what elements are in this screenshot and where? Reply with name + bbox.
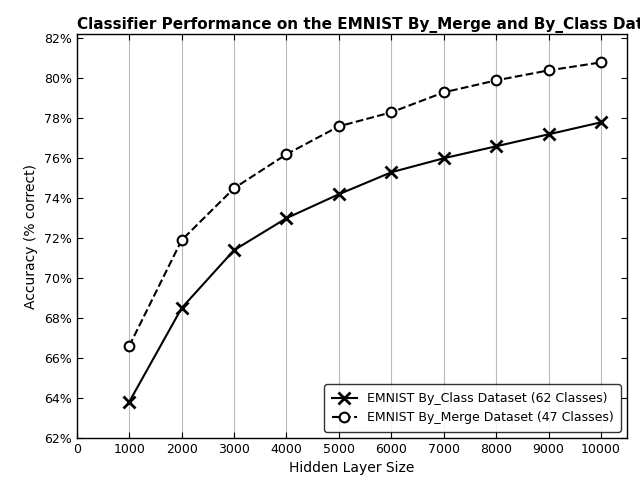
Text: Classifier Performance on the EMNIST By_Merge and By_Class Datasets: Classifier Performance on the EMNIST By_…	[77, 17, 640, 33]
EMNIST By_Class Dataset (62 Classes)	[230, 247, 238, 253]
EMNIST By_Merge Dataset (47 Classes)	[492, 77, 500, 83]
EMNIST By_Merge Dataset (47 Classes)	[545, 67, 552, 73]
EMNIST By_Class Dataset (62 Classes)	[283, 215, 291, 221]
EMNIST By_Merge Dataset (47 Classes)	[230, 185, 238, 191]
EMNIST By_Class Dataset (62 Classes)	[125, 399, 133, 405]
EMNIST By_Class Dataset (62 Classes)	[335, 191, 343, 197]
Y-axis label: Accuracy (% correct): Accuracy (% correct)	[24, 164, 38, 308]
EMNIST By_Merge Dataset (47 Classes)	[335, 123, 343, 129]
EMNIST By_Merge Dataset (47 Classes)	[125, 343, 133, 349]
EMNIST By_Class Dataset (62 Classes)	[178, 305, 186, 311]
Line: EMNIST By_Merge Dataset (47 Classes): EMNIST By_Merge Dataset (47 Classes)	[124, 58, 606, 351]
EMNIST By_Merge Dataset (47 Classes)	[597, 60, 605, 65]
EMNIST By_Merge Dataset (47 Classes)	[283, 152, 291, 157]
EMNIST By_Class Dataset (62 Classes)	[387, 169, 395, 175]
Line: EMNIST By_Class Dataset (62 Classes): EMNIST By_Class Dataset (62 Classes)	[124, 117, 607, 407]
EMNIST By_Merge Dataset (47 Classes)	[387, 109, 395, 115]
X-axis label: Hidden Layer Size: Hidden Layer Size	[289, 461, 415, 475]
Legend: EMNIST By_Class Dataset (62 Classes), EMNIST By_Merge Dataset (47 Classes): EMNIST By_Class Dataset (62 Classes), EM…	[324, 384, 621, 431]
EMNIST By_Merge Dataset (47 Classes)	[178, 237, 186, 243]
EMNIST By_Class Dataset (62 Classes)	[492, 143, 500, 149]
EMNIST By_Class Dataset (62 Classes)	[597, 120, 605, 125]
EMNIST By_Class Dataset (62 Classes)	[440, 155, 447, 161]
EMNIST By_Merge Dataset (47 Classes)	[440, 90, 447, 95]
EMNIST By_Class Dataset (62 Classes)	[545, 131, 552, 137]
